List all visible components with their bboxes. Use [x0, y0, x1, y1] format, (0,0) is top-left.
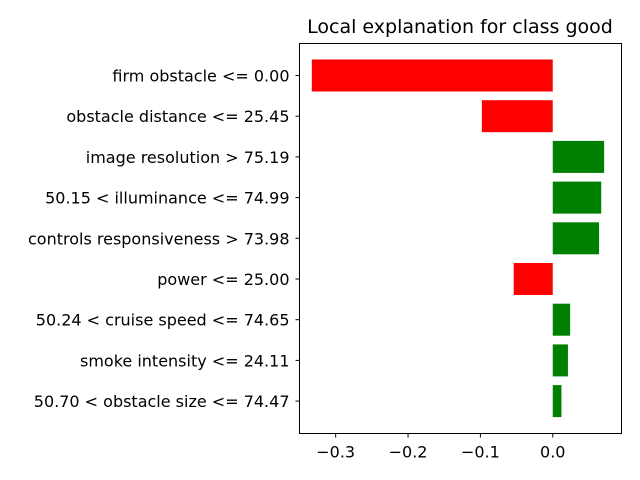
bar-3	[552, 181, 602, 214]
bars-group	[311, 59, 605, 418]
x-tick-label-2: −0.1	[461, 443, 500, 462]
category-label-5: power <= 25.00	[157, 270, 289, 289]
axes-frame	[299, 43, 622, 434]
bar-1	[481, 100, 553, 133]
category-label-1: obstacle distance <= 25.45	[66, 107, 289, 126]
bar-8	[552, 385, 562, 418]
category-label-4: controls responsiveness > 73.98	[28, 229, 290, 248]
x-tick-label-1: −0.2	[389, 443, 428, 462]
x-axis-ticks: −0.3 −0.2 −0.1 0.0	[316, 433, 565, 462]
chart-title: Local explanation for class good	[307, 16, 613, 38]
category-label-3: 50.15 < illuminance <= 74.99	[45, 189, 289, 208]
bar-7	[552, 344, 568, 377]
category-label-7: smoke intensity <= 24.11	[80, 351, 290, 370]
bar-2	[552, 140, 605, 173]
x-tick-label-0: −0.3	[316, 443, 355, 462]
bar-5	[513, 263, 553, 295]
category-label-0: firm obstacle <= 0.00	[112, 67, 289, 86]
category-label-8: 50.70 < obstacle size <= 74.47	[34, 392, 290, 411]
bar-6	[552, 303, 571, 336]
category-label-2: image resolution > 75.19	[86, 148, 290, 167]
x-tick-label-3: 0.0	[540, 443, 565, 462]
category-labels: firm obstacle <= 0.00 obstacle distance <…	[28, 67, 300, 411]
bar-0	[311, 59, 553, 92]
category-label-6: 50.24 < cruise speed <= 74.65	[36, 311, 290, 330]
bar-4	[552, 222, 600, 255]
